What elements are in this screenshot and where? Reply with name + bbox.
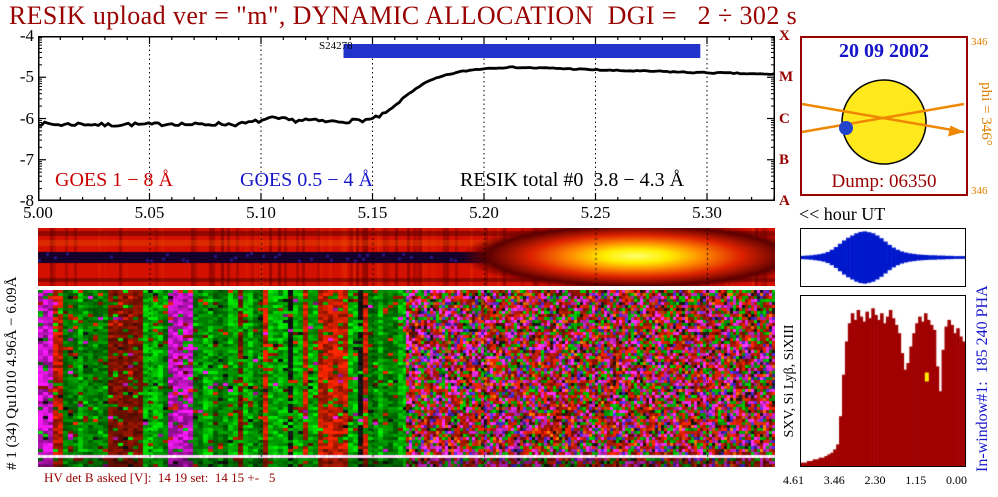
channel-range-label: # 1 (34) Qu1010 4.96Å − 6.09Å [4, 276, 20, 470]
legend-item: RESIK total #0 3.8 − 4.3 Å [460, 169, 685, 191]
y-tick-label: -6 [19, 108, 34, 128]
in-window-label: In-window#1: 185 240 PHA [974, 285, 991, 472]
scan-line-up-icon [802, 102, 965, 134]
goes-plot-canvas [38, 36, 775, 201]
page-title: RESIK upload ver = "m", DYNAMIC ALLOCATI… [8, 1, 798, 30]
phi-angle-label: phi = 346° [978, 82, 994, 146]
x-tick-label: 5.20 [469, 203, 499, 222]
pha-profile-panel [800, 228, 966, 287]
goes-class-letter: C [779, 110, 790, 127]
goes-y-axis-labels: -4 -5 -6 -7 -8 [6, 26, 34, 221]
dump-number: Dump: 06350 [831, 171, 937, 192]
spectrogram-overview-canvas [38, 228, 775, 286]
energy-axis-labels: 4.61 3.46 2.30 1.15 0.00 [783, 473, 967, 488]
observation-date: 20 09 2002 [839, 40, 929, 62]
y-tick-label: -5 [19, 67, 34, 87]
goes-class-letter: M [779, 69, 794, 86]
x-tick-label: 5.25 [580, 203, 611, 222]
energy-tick-label: 2.30 [864, 473, 886, 487]
event-bar-label: S24278 [319, 40, 353, 52]
phi-corner-top: 346 [971, 36, 988, 48]
pha-spectrum-canvas [801, 296, 965, 466]
energy-tick-label: 0.00 [946, 473, 967, 487]
energy-tick-label: 1.15 [905, 473, 927, 487]
scan-arrowhead-icon [948, 125, 964, 137]
phi-corner-bottom: 346 [971, 185, 988, 197]
y-tick-label: -7 [19, 149, 34, 169]
goes-class-letters: X M C B A [779, 28, 799, 221]
goes-legend: GOES 1 − 8 Å GOES 0.5 − 4 Å RESIK total #0… [38, 169, 775, 195]
spectrogram-detail-canvas [38, 290, 775, 467]
y-tick-label: -8 [19, 191, 34, 210]
goes-class-letter: B [779, 151, 790, 168]
goes-class-letter: X [779, 28, 790, 44]
sun-pointing-panel: 20 09 2002 Dump: 06350 [800, 36, 968, 196]
sun-diagram [802, 79, 965, 165]
hv-status-line: HV det B asked [V]: 14 19 set: 14 15 +- … [44, 470, 276, 485]
goes-flux-plot: S24278 GOES 1 − 8 Å GOES 0.5 − 4 Å RESIK t… [38, 36, 775, 201]
goes-class-letter: A [779, 193, 790, 209]
x-tick-label: 5.15 [357, 203, 388, 222]
sun-disk [841, 79, 927, 165]
pha-spectrum-panel [800, 295, 966, 467]
hour-axis-label: << hour UT [799, 204, 886, 224]
x-tick-label: 5.00 [23, 203, 53, 222]
pointing-dot [839, 121, 853, 135]
x-tick-label: 5.10 [246, 203, 276, 222]
x-tick-label: 5.05 [134, 203, 165, 222]
legend-item: GOES 1 − 8 Å [55, 169, 173, 191]
goes-x-axis-labels: 5.00 5.05 5.10 5.15 5.20 5.25 5.30 [23, 203, 775, 225]
y-tick-label: -4 [19, 26, 34, 45]
spectral-lines-label: SXV, Si Lyβ, SiXIII [782, 324, 797, 438]
pha-profile-canvas [801, 229, 965, 286]
energy-tick-label: 4.61 [783, 473, 804, 487]
energy-tick-label: 3.46 [823, 473, 845, 487]
x-tick-label: 5.30 [692, 203, 722, 222]
legend-item: GOES 0.5 − 4 Å [240, 169, 373, 191]
